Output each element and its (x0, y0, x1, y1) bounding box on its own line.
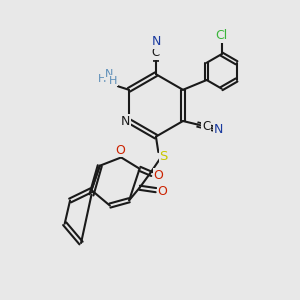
Text: N: N (213, 123, 223, 136)
Text: N: N (151, 35, 160, 48)
Text: Cl: Cl (215, 29, 228, 42)
Text: C: C (152, 46, 160, 59)
Text: O: O (158, 185, 167, 198)
Text: H: H (109, 76, 117, 85)
Text: C: C (202, 120, 210, 133)
Text: O: O (116, 144, 125, 157)
Text: O: O (154, 169, 164, 182)
Text: N: N (121, 115, 130, 128)
Text: N: N (105, 69, 113, 79)
Text: S: S (159, 150, 168, 163)
Text: H: H (98, 74, 106, 84)
